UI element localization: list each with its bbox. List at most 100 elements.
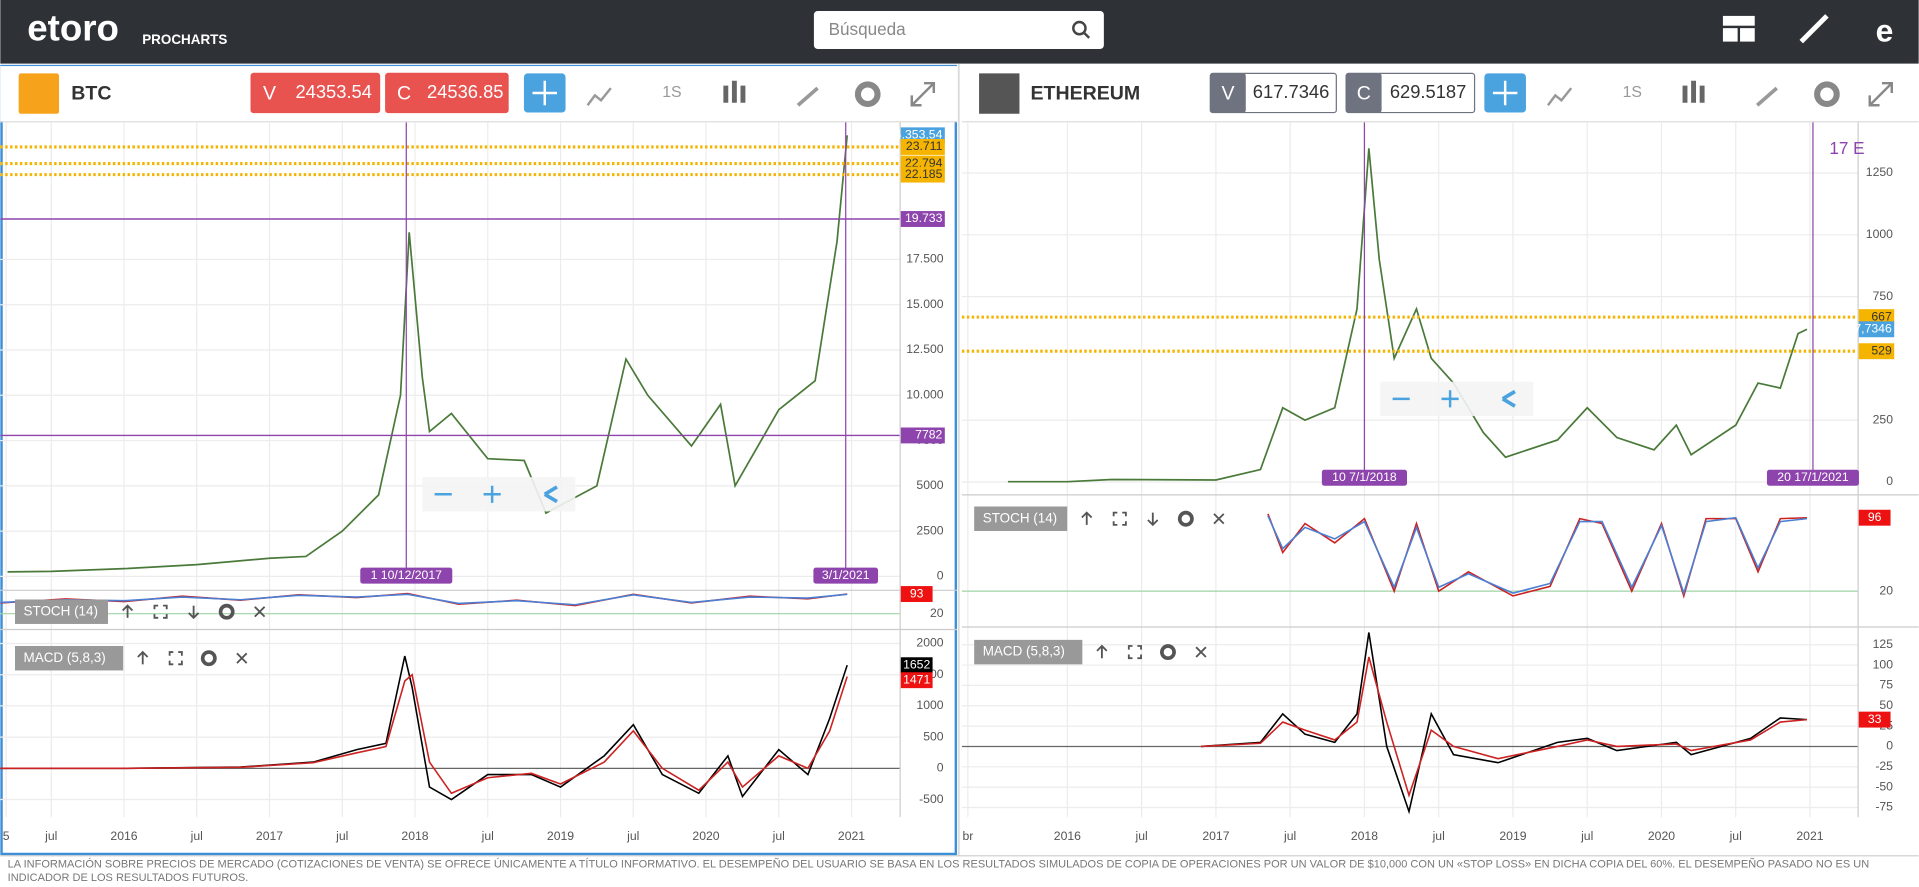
y-tick-label: 2500 [916,523,943,537]
x-tick-label: 2017 [1202,829,1229,843]
x-tick-label: 2021 [838,829,865,843]
indicator-up-icon[interactable] [1081,511,1093,525]
indicator-full-icon[interactable] [168,651,183,666]
indicator-title-box[interactable] [14,599,108,624]
level-badge [1858,343,1895,360]
settings-icon[interactable] [1814,81,1840,108]
footer: LA INFORMACIÓN SOBRE PRECIOS DE MERCADO … [8,858,1870,884]
draw-icon[interactable] [796,86,819,107]
date-badge [1321,469,1408,486]
y-tick-label: 2000 [916,636,943,650]
x-tick-label: 2018 [1351,829,1378,843]
y-tick-label: -50 [1875,779,1893,793]
level-label: 667 [1871,309,1892,323]
share-icon[interactable] [1501,389,1516,408]
indicator-gear-icon[interactable] [1177,510,1194,527]
x-tick-label: jul [190,829,203,843]
indicator-close-icon[interactable] [254,606,266,618]
expand-icon[interactable] [1868,81,1893,107]
stoch-line [0,593,848,606]
x-tick-label: jul [1580,829,1593,843]
y-tick-label: 20 [1879,583,1893,597]
last-value-badge [900,672,933,689]
indicator-gear-icon[interactable] [1160,644,1176,661]
y-tick-label: 500 [923,729,944,743]
candle-icon[interactable] [1682,80,1705,103]
chart-type-icon[interactable] [586,87,612,106]
y-tick-label: -500 [919,792,944,806]
x-tick-label: jul [335,829,348,843]
x-tick-label: jul [44,829,57,843]
search-box[interactable] [813,11,1104,49]
zoom-in-icon[interactable] [1441,390,1459,408]
y-tick-label: -25 [1875,759,1893,773]
y-tick-label: -75 [1875,800,1893,814]
buy-price: 24536.85 [427,81,504,102]
y-tick-label: 10.000 [906,388,944,402]
x-tick-label: 2021 [1796,829,1823,843]
indicator-title-box[interactable] [14,645,124,671]
user-icon[interactable]: e [1876,12,1894,48]
x-tick-label: jul [481,829,494,843]
level-label: 24.353,54 [888,128,943,142]
buy-label: C [397,82,411,104]
macd-line [0,655,848,801]
y-tick-label: 12.500 [906,342,944,356]
level-label: 617,7346 [1841,322,1892,336]
date-label: 10 7/1/2018 [1332,470,1397,484]
y-tick-label: 0 [937,761,944,775]
share-icon[interactable] [543,485,558,504]
logo[interactable]: etoro [27,7,119,48]
crosshair-icon [1492,80,1518,106]
buy-price: 629.5187 [1390,81,1467,102]
logo-subtitle: PROCHARTS [142,32,227,47]
sell-label-bg [251,73,288,113]
indicator-full-icon[interactable] [1112,511,1127,526]
macd-line [1200,656,1808,798]
indicator-down-icon[interactable] [188,605,200,620]
y-tick-label: 15.000 [906,297,944,311]
x-tick-label: jul [1729,829,1742,843]
indicator-title-box[interactable] [974,639,1083,665]
settings-icon[interactable] [854,81,881,108]
buy-label: C [1357,82,1371,104]
indicator-gear-icon[interactable] [218,603,235,620]
level-badge [1858,321,1895,338]
indicator-up-icon[interactable] [137,650,149,665]
indicator-down-icon[interactable] [1147,512,1159,527]
x-tick-label: br [962,829,973,843]
y-tick-label: 50 [1879,698,1893,712]
y-tick-label: 0 [1886,739,1893,753]
y-tick-label: 0 [1886,474,1893,488]
indicator-close-icon[interactable] [236,652,248,664]
indicator-gear-icon[interactable] [200,650,217,667]
search-icon[interactable] [1072,20,1091,39]
last-value-badge [1858,711,1891,728]
sell-price: 617.7346 [1253,81,1330,102]
layout-icon[interactable] [1722,15,1755,42]
date-badge [813,567,879,584]
date-label: 3/1/2021 [822,568,870,582]
candle-icon[interactable] [723,80,746,103]
x-tick-label: 2020 [692,829,719,843]
interval: 1S [662,84,681,101]
expand-icon[interactable] [910,81,936,107]
indicator-full-icon[interactable] [1127,645,1142,660]
indicator-up-icon[interactable] [122,604,134,618]
level-label: 22.794 [905,156,943,170]
active-panel-border [0,64,958,856]
indicator-close-icon[interactable] [1195,646,1207,658]
level-label: 19.733 [905,211,943,225]
indicator-full-icon[interactable] [153,604,168,619]
edit-icon[interactable] [1799,14,1829,44]
draw-icon[interactable] [1755,86,1778,107]
level-label: 23.711 [906,139,943,153]
zoom-in-icon[interactable] [483,485,501,503]
indicator-close-icon[interactable] [1213,513,1225,525]
indicator-title-box[interactable] [974,506,1068,531]
macd-line [1200,632,1808,815]
level-badge [900,166,945,183]
indicator-up-icon[interactable] [1096,644,1108,659]
chart-type-icon[interactable] [1546,87,1573,106]
